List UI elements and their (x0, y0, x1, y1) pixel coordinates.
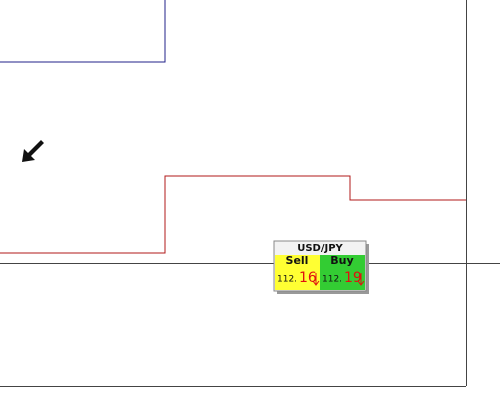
buy-bg[interactable] (320, 255, 365, 290)
sell-button[interactable]: Sell 112. 16 (275, 254, 320, 290)
buy-button[interactable]: Buy 112. 19 (320, 254, 365, 290)
buy-arrow (357, 273, 365, 286)
drawn-box (0, 0, 166, 63)
panel-title: USD/JPY (297, 243, 343, 254)
sell-price-big[interactable]: 112. (277, 275, 297, 285)
sell-arrow (312, 273, 320, 286)
buy-price-pips[interactable]: 19 (344, 270, 362, 286)
drawn-step-line (0, 175, 466, 254)
buy-label[interactable]: Buy (330, 254, 353, 267)
pointer-arrow (22, 140, 44, 162)
buy-price-big[interactable]: 112. (322, 275, 342, 285)
quote-panel: USD/JPY Sell 112. 16 Buy 112. 19 (273, 240, 369, 294)
sell-label[interactable]: Sell (286, 254, 309, 267)
sell-bg[interactable] (275, 255, 320, 290)
sell-price-pips[interactable]: 16 (299, 270, 317, 286)
